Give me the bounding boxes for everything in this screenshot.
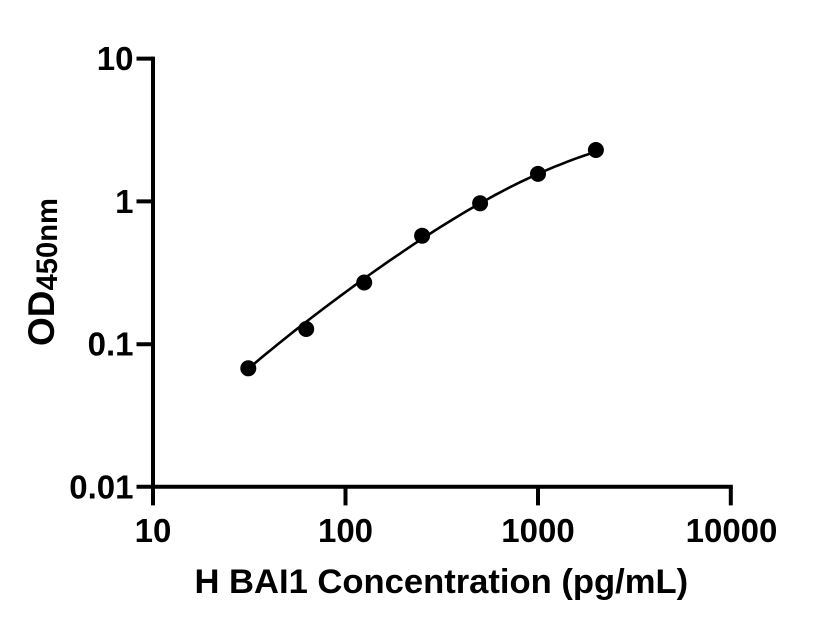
svg-text:100: 100 xyxy=(318,512,373,549)
svg-text:10000: 10000 xyxy=(686,512,778,549)
svg-text:10: 10 xyxy=(135,512,172,549)
svg-text:0.01: 0.01 xyxy=(69,468,133,505)
svg-text:10: 10 xyxy=(97,40,134,77)
svg-text:1: 1 xyxy=(115,183,133,220)
svg-text:0.1: 0.1 xyxy=(88,326,134,363)
svg-text:H BAI1 Concentration (pg/mL): H BAI1 Concentration (pg/mL) xyxy=(194,563,688,601)
svg-text:1000: 1000 xyxy=(501,512,574,549)
